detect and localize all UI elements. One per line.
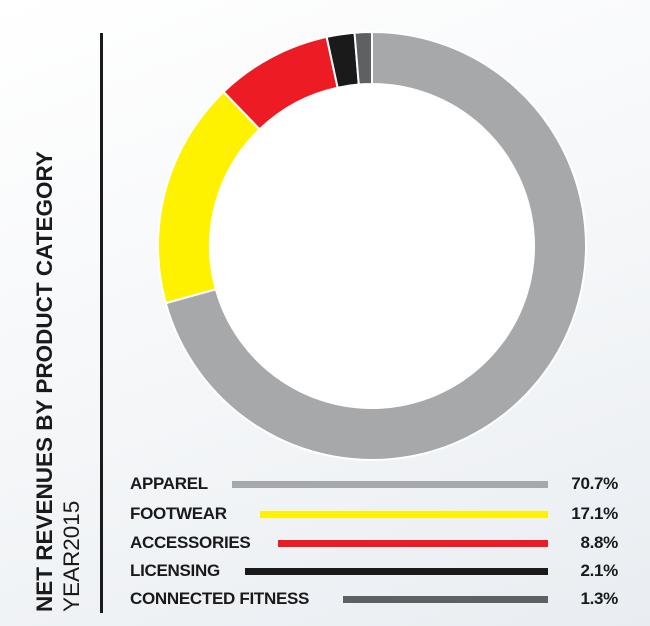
legend-label: FOOTWEAR bbox=[130, 504, 227, 523]
legend-swatch-bar bbox=[343, 596, 548, 603]
legend-swatch-bar bbox=[278, 540, 548, 547]
legend-value: 8.8% bbox=[580, 533, 618, 552]
legend-value: 17.1% bbox=[571, 504, 618, 523]
legend-row-connected-fitness: CONNECTED FITNESS 1.3% bbox=[130, 587, 618, 611]
legend-label: CONNECTED FITNESS bbox=[130, 589, 310, 608]
legend-row-accessories: ACCESSORIES 8.8% bbox=[130, 531, 618, 555]
legend-value: 70.7% bbox=[571, 474, 618, 493]
legend-row-apparel: APPAREL 70.7% bbox=[130, 472, 618, 496]
legend-value: 1.3% bbox=[580, 589, 618, 608]
legend-value: 2.1% bbox=[580, 561, 618, 580]
donut-hole bbox=[210, 84, 534, 408]
legend-swatch-bar bbox=[232, 481, 548, 488]
legend-row-footwear: FOOTWEAR 17.1% bbox=[130, 502, 618, 526]
chart-subtitle: YEAR2015 bbox=[59, 501, 84, 612]
chart-title: NET REVENUES BY PRODUCT CATEGORY bbox=[32, 151, 57, 612]
vertical-title: NET REVENUES BY PRODUCT CATEGORY YEAR201… bbox=[32, 151, 84, 612]
legend-row-licensing: LICENSING 2.1% bbox=[130, 559, 618, 583]
legend-swatch-bar bbox=[260, 511, 548, 518]
title-divider bbox=[100, 33, 103, 613]
donut-chart bbox=[157, 30, 587, 461]
legend-label: APPAREL bbox=[130, 474, 208, 493]
legend-label: LICENSING bbox=[130, 561, 220, 580]
legend-swatch-bar bbox=[245, 568, 548, 575]
legend-label: ACCESSORIES bbox=[130, 533, 251, 552]
